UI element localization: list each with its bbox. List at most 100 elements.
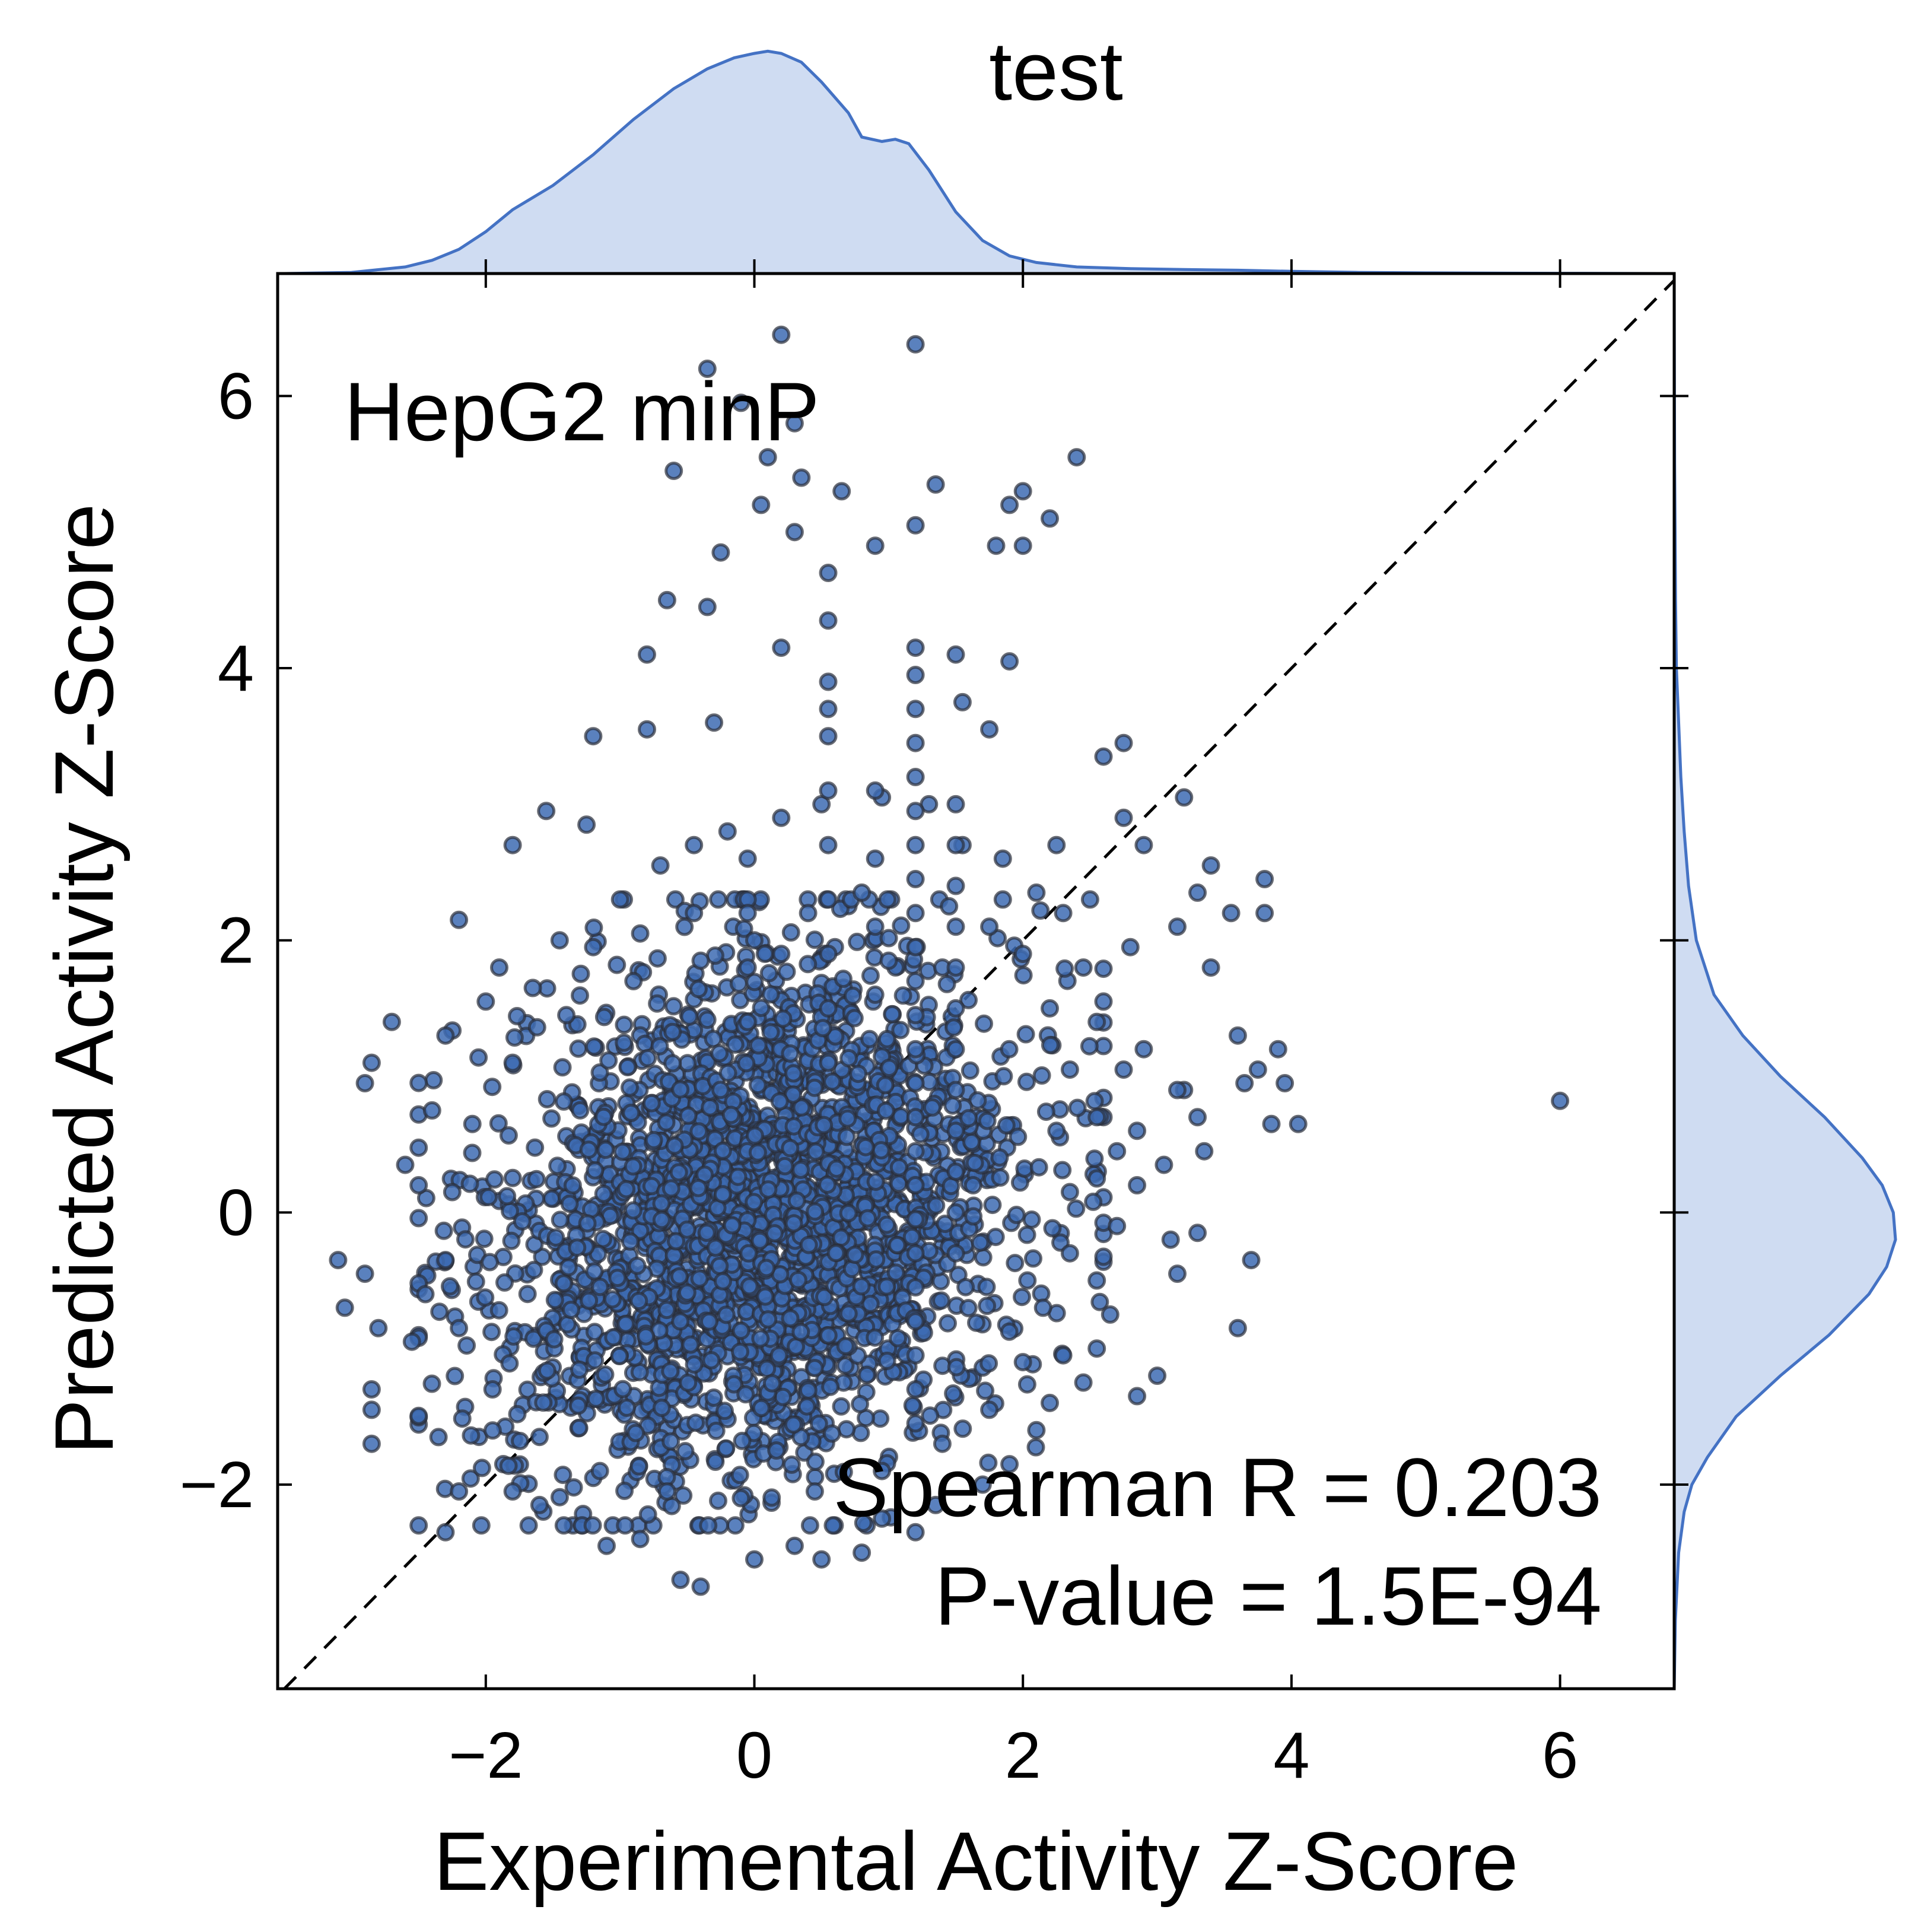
data-point bbox=[812, 1550, 831, 1569]
data-point bbox=[571, 1101, 590, 1120]
data-point bbox=[424, 1071, 443, 1089]
data-point bbox=[422, 1374, 441, 1393]
data-point bbox=[752, 1399, 771, 1418]
data-point bbox=[891, 1021, 910, 1040]
data-point bbox=[933, 1434, 952, 1453]
data-point bbox=[440, 1277, 459, 1296]
data-point bbox=[615, 1482, 634, 1500]
data-point bbox=[772, 808, 791, 827]
data-point bbox=[590, 1063, 609, 1082]
data-point bbox=[792, 468, 811, 487]
data-point bbox=[610, 890, 629, 909]
data-point bbox=[490, 958, 508, 977]
data-point bbox=[1114, 1060, 1133, 1079]
data-point bbox=[584, 919, 603, 937]
data-point bbox=[792, 1098, 811, 1117]
data-point bbox=[946, 1121, 965, 1140]
data-point bbox=[450, 910, 469, 929]
data-point bbox=[621, 1232, 640, 1251]
data-point bbox=[550, 931, 569, 950]
data-point bbox=[711, 1081, 730, 1100]
data-point bbox=[769, 1346, 788, 1365]
data-point bbox=[889, 1158, 908, 1177]
data-point bbox=[883, 1005, 902, 1024]
data-point bbox=[608, 955, 626, 974]
data-point bbox=[987, 536, 1006, 555]
y-tick-label: 0 bbox=[218, 1176, 254, 1249]
data-point bbox=[836, 1337, 855, 1356]
data-point bbox=[815, 1288, 834, 1307]
data-point bbox=[953, 692, 972, 711]
data-point bbox=[956, 1278, 975, 1297]
data-point bbox=[777, 962, 796, 981]
data-point bbox=[1134, 1040, 1153, 1059]
data-point bbox=[953, 1419, 972, 1438]
data-point bbox=[906, 1142, 925, 1161]
data-point bbox=[503, 1168, 522, 1187]
data-point bbox=[906, 638, 925, 657]
data-point bbox=[676, 1442, 695, 1461]
data-point bbox=[545, 1330, 564, 1349]
data-point bbox=[819, 1326, 838, 1345]
data-point bbox=[1128, 1121, 1147, 1140]
data-point bbox=[819, 945, 838, 964]
data-point bbox=[699, 1312, 718, 1331]
data-point bbox=[638, 645, 656, 664]
data-point bbox=[785, 1536, 804, 1555]
data-point bbox=[724, 1375, 743, 1394]
spearman-text: Spearman R = 0.203 bbox=[833, 1441, 1602, 1534]
data-point bbox=[714, 1272, 732, 1291]
data-point bbox=[1201, 856, 1220, 875]
data-point bbox=[761, 985, 780, 1004]
data-point bbox=[1195, 1142, 1214, 1161]
data-point bbox=[538, 1090, 556, 1108]
data-point bbox=[738, 904, 757, 923]
data-point bbox=[1235, 1074, 1254, 1092]
data-point bbox=[787, 1191, 806, 1210]
data-point bbox=[906, 768, 925, 786]
data-point bbox=[946, 1244, 965, 1263]
data-point bbox=[652, 1210, 671, 1229]
data-point bbox=[839, 1204, 858, 1222]
data-point bbox=[615, 1015, 634, 1034]
data-point bbox=[745, 1550, 764, 1569]
data-point bbox=[1009, 1127, 1028, 1146]
data-point bbox=[866, 781, 885, 800]
data-point bbox=[1168, 1081, 1187, 1100]
data-point bbox=[355, 1074, 374, 1092]
data-point bbox=[718, 822, 737, 841]
data-point bbox=[508, 1404, 527, 1423]
data-point bbox=[597, 1536, 616, 1555]
data-point bbox=[548, 1156, 567, 1175]
data-point bbox=[1041, 1035, 1060, 1054]
data-point bbox=[1013, 945, 1032, 964]
data-point bbox=[986, 1228, 1005, 1247]
data-point bbox=[434, 1221, 453, 1240]
data-point bbox=[450, 1318, 469, 1337]
chart-title: test bbox=[989, 24, 1123, 117]
data-point bbox=[861, 966, 880, 985]
data-point bbox=[738, 958, 757, 977]
data-point bbox=[877, 1029, 896, 1048]
data-point bbox=[849, 1064, 868, 1083]
data-point bbox=[772, 638, 791, 657]
data-point bbox=[671, 1571, 690, 1589]
data-point bbox=[1017, 1072, 1036, 1091]
data-point bbox=[757, 1259, 776, 1278]
data-point bbox=[1168, 917, 1187, 936]
data-point bbox=[815, 1116, 834, 1135]
data-point bbox=[624, 972, 643, 990]
data-point bbox=[613, 1142, 632, 1161]
data-point bbox=[706, 1453, 725, 1471]
data-point bbox=[1054, 904, 1073, 923]
data-point bbox=[1013, 1288, 1031, 1307]
marginal-x-density-fill bbox=[284, 51, 1674, 274]
data-point bbox=[460, 1174, 479, 1193]
data-point bbox=[355, 1264, 374, 1283]
data-point bbox=[698, 598, 717, 617]
data-point bbox=[559, 1258, 578, 1277]
data-point bbox=[699, 1516, 718, 1535]
axis-ticks: −2 0 2 4 6 −2 0 2 4 6 bbox=[180, 259, 1688, 1792]
data-point bbox=[610, 1346, 629, 1365]
data-point bbox=[554, 1466, 573, 1485]
